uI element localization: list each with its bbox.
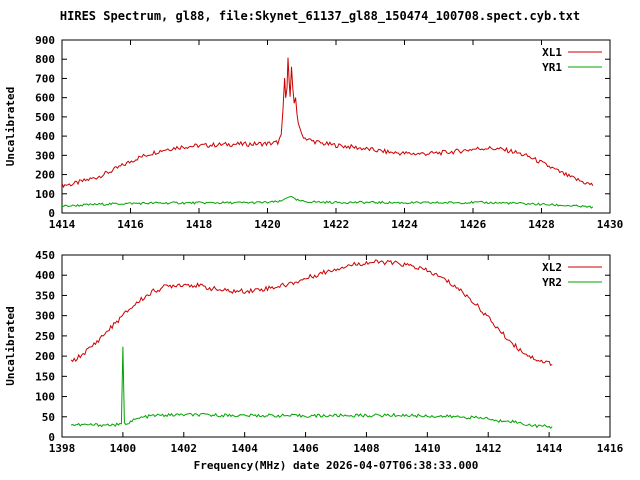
x-tick-label: 1398 [49,442,76,455]
y-tick-label: 0 [48,207,55,220]
x-tick-label: 1404 [231,442,258,455]
x-tick-label: 1422 [323,218,350,231]
series-line-XL2 [70,259,553,366]
series-line-XL1 [61,57,594,189]
x-tick-label: 1414 [536,442,563,455]
y-tick-label: 400 [35,269,55,282]
y-tick-label: 300 [35,149,55,162]
y-tick-label: 900 [35,34,55,47]
y-tick-label: 300 [35,310,55,323]
plot-2: 1398 1400 1402 1404 1406 1408 1410 1412 1414 1416… [4,249,624,455]
plot-1: 1414 1416 1418 1420 1422 1424 1426 1428 1430 0 100… [4,34,623,231]
y-tick-label: 50 [42,411,55,424]
y-tick-label: 150 [35,370,55,383]
x-tick-label: 1416 [117,218,144,231]
x-tick-label: 1424 [391,218,418,231]
x-tick-label: 1416 [597,442,624,455]
x-axis-label: Frequency(MHz) date 2026-04-07T06:38:33.… [193,459,479,472]
x-tick-label: 1420 [254,218,281,231]
legend-label-XL1: XL1 [542,46,562,59]
x-tick-label: 1428 [528,218,555,231]
x-tick-label: 1406 [292,442,319,455]
y-tick-label: 600 [35,92,55,105]
y-tick-label: 200 [35,169,55,182]
x-tick-label: 1430 [597,218,624,231]
plot-border [61,254,611,438]
y-tick-label: 100 [35,391,55,404]
chart-title: HIRES Spectrum, gl88, file:Skynet_61137_… [59,9,581,23]
y-tick-label: 0 [48,431,55,444]
x-tick-label: 1402 [171,442,198,455]
x-tick-label: 1408 [353,442,380,455]
legend-label-YR1: YR1 [542,61,562,74]
x-tick-label: 1418 [186,218,213,231]
y-axis-label: Uncalibrated [4,306,17,385]
legend-label-XL2: XL2 [542,261,562,274]
y-tick-label: 400 [35,130,55,143]
y-tick-label: 700 [35,72,55,85]
x-tick-label: 1414 [49,218,76,231]
y-tick-label: 200 [35,350,55,363]
y-tick-label: 450 [35,249,55,262]
plot-border [61,39,611,214]
x-tick-label: 1426 [460,218,487,231]
series-line-YR1 [61,195,594,209]
y-tick-label: 250 [35,330,55,343]
x-tick-label: 1410 [414,442,441,455]
series-line-YR2 [70,346,553,429]
y-axis-label: Uncalibrated [4,87,17,166]
y-tick-label: 800 [35,53,55,66]
legend-label-YR2: YR2 [542,276,562,289]
x-tick-label: 1400 [110,442,137,455]
x-tick-label: 1412 [475,442,502,455]
y-tick-label: 100 [35,188,55,201]
y-tick-label: 350 [35,289,55,302]
y-tick-label: 500 [35,111,55,124]
